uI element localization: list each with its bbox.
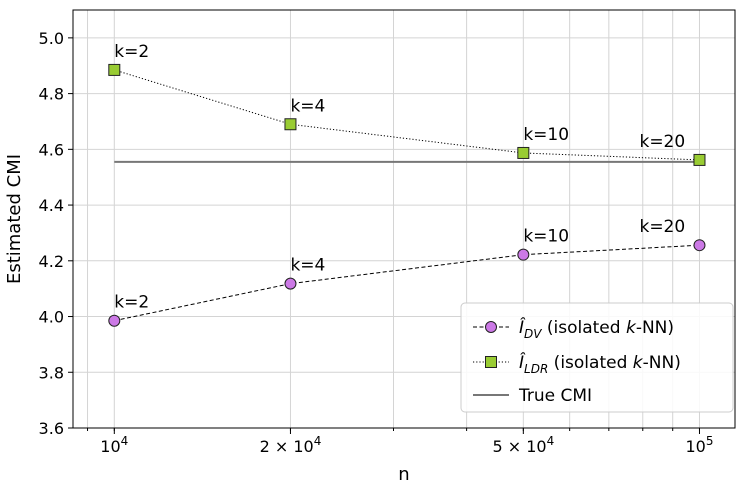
data-point-circle: [693, 239, 706, 252]
legend-text-italic: k: [633, 353, 644, 373]
legend-text: -NN): [643, 353, 681, 373]
annotations-group: k=2 k=4 k=10 k=20 k=2 k=4 k=10 k=20: [114, 42, 685, 313]
point-annotation: k=10: [523, 227, 569, 247]
x-tick-exponent: 5: [706, 434, 714, 448]
legend-label: ÎDV (isolated k-NN): [519, 316, 674, 341]
data-point-circle: [517, 248, 530, 261]
point-annotation: k=4: [290, 96, 325, 116]
point-annotation: k=20: [639, 132, 685, 152]
y-axis-label: Estimated CMI: [4, 154, 25, 284]
x-tick-exponent: 4: [547, 434, 555, 448]
legend-marker-circle: [485, 321, 497, 333]
y-tick-label: 4.6: [39, 140, 64, 159]
series-line-0: [114, 244, 700, 322]
legend-box: [460, 302, 734, 413]
legend-text: (isolated: [541, 318, 625, 338]
data-point-square: [517, 146, 530, 159]
y-tick-label: 4.4: [39, 196, 64, 215]
data-point-circle: [284, 277, 297, 290]
legend-text-italic: k: [626, 318, 637, 338]
point-annotation: k=4: [290, 256, 325, 276]
x-tick-exponent: 4: [121, 434, 129, 448]
y-tick-label: 4.0: [39, 308, 64, 327]
data-point-square: [108, 63, 121, 76]
legend-symbol: Î: [519, 351, 526, 373]
legend-text: (isolated: [548, 353, 632, 373]
x-tick-base: 2 × 10: [260, 437, 314, 456]
legend-label: ÎLDR (isolated k-NN): [519, 351, 681, 376]
point-annotation: k=10: [523, 125, 569, 145]
plot-frame: [72, 9, 736, 429]
point-annotation: k=2: [114, 42, 149, 62]
series-line-1: [114, 69, 700, 161]
data-point-square: [284, 118, 297, 131]
legend-subscript: DV: [524, 327, 542, 341]
legend-symbol: Î: [519, 316, 526, 338]
y-axis-ticks: 3.6 3.8 4.0 4.2 4.4 4.6 4.8 5.0: [39, 29, 73, 438]
y-tick-label: 4.2: [39, 252, 64, 271]
x-axis-label: n: [398, 464, 409, 485]
y-tick-label: 3.8: [39, 363, 64, 382]
x-tick-label: 5 × 104: [492, 434, 554, 456]
x-tick-label: 104: [100, 434, 128, 456]
x-tick-base: 10: [685, 437, 705, 456]
y-tick-label: 4.8: [39, 85, 64, 104]
x-tick-base: 10: [100, 437, 120, 456]
legend: ÎDV (isolated k-NN)ÎLDR (isolated k-NN)T…: [460, 302, 734, 413]
x-axis-ticks: 104 2 × 104 5 × 104 105: [87, 428, 713, 456]
x-tick-exponent: 4: [314, 434, 322, 448]
legend-subscript: LDR: [524, 362, 548, 376]
point-annotation: k=2: [114, 293, 149, 313]
y-tick-label: 5.0: [39, 29, 64, 48]
x-tick-label: 105: [685, 434, 713, 456]
legend-label-true-cmi: True CMI: [518, 386, 592, 406]
legend-marker-square: [485, 356, 497, 368]
legend-text: -NN): [636, 318, 674, 338]
point-annotation: k=20: [639, 217, 685, 237]
x-tick-label: 2 × 104: [260, 434, 322, 456]
series-group: [108, 63, 706, 327]
x-tick-base: 5 × 10: [492, 437, 546, 456]
data-point-square: [693, 153, 706, 166]
y-tick-label: 3.6: [39, 419, 64, 438]
data-point-circle: [108, 314, 121, 327]
